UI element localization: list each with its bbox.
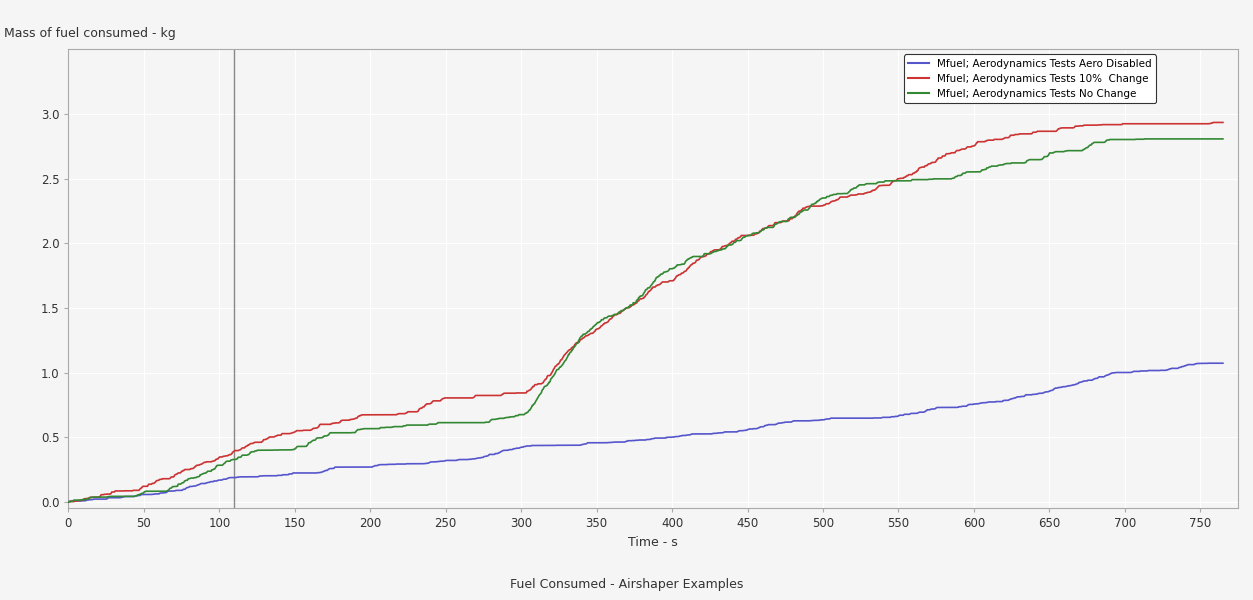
X-axis label: Time - s: Time - s xyxy=(628,536,678,549)
Text: Fuel Consumed - Airshaper Examples: Fuel Consumed - Airshaper Examples xyxy=(510,578,743,591)
Legend: Mfuel; Aerodynamics Tests Aero Disabled, Mfuel; Aerodynamics Tests 10%  Change, : Mfuel; Aerodynamics Tests Aero Disabled,… xyxy=(903,55,1157,103)
Text: Mass of fuel consumed - kg: Mass of fuel consumed - kg xyxy=(4,27,175,40)
